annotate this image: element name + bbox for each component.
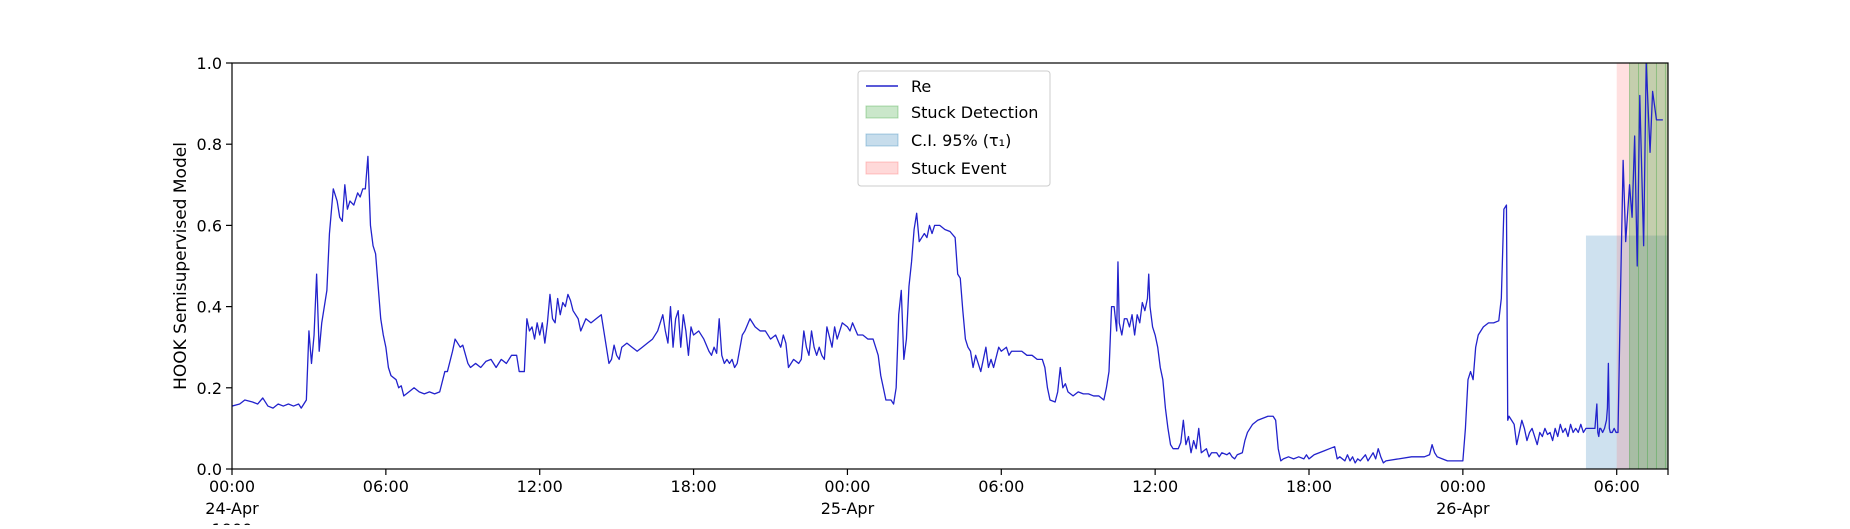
y-axis: 0.0 0.2 0.4 0.6 0.8 1.0 xyxy=(197,54,232,479)
legend-box xyxy=(857,70,1051,187)
series-layer xyxy=(232,63,1663,464)
x-tick-date-label: 26-Apr xyxy=(1436,499,1490,518)
x-tick-label: 06:00 xyxy=(1594,477,1640,496)
shaded-regions xyxy=(1585,63,1668,469)
y-tick-label: 0.2 xyxy=(197,379,222,398)
x-tick-year-label: 1900 xyxy=(212,520,253,525)
x-tick-date-label: 24-Apr xyxy=(205,499,259,518)
y-tick-label: 0.6 xyxy=(197,216,222,235)
x-tick-label: 12:00 xyxy=(1132,477,1178,496)
x-tick-label: 12:00 xyxy=(517,477,563,496)
x-tick-label: 00:00 xyxy=(824,477,870,496)
y-tick-label: 0.0 xyxy=(197,460,222,479)
legend: Re Stuck Detection C.I. 95% (τ₁) Stuck Even… xyxy=(857,70,1051,187)
y-tick-label: 0.8 xyxy=(197,135,222,154)
x-tick-label: 18:00 xyxy=(671,477,717,496)
legend-label: C.I. 95% (τ₁) xyxy=(911,131,1011,150)
y-tick-label: 0.4 xyxy=(197,298,222,317)
legend-label: Re xyxy=(911,77,931,96)
x-tick-label: 06:00 xyxy=(978,477,1024,496)
legend-patch-swatch xyxy=(865,133,899,147)
x-tick-label: 00:00 xyxy=(1440,477,1486,496)
legend-patch-swatch xyxy=(865,105,899,119)
x-axis: 00:00 24-Apr 1900 06:00 12:00 18:00 00:00 25-Ap… xyxy=(205,469,1669,529)
x-tick-label: 00:00 xyxy=(209,477,255,496)
x-tick-label: 18:00 xyxy=(1286,477,1332,496)
x-tick-label: 06:00 xyxy=(363,477,409,496)
series-line-0 xyxy=(232,63,1663,464)
x-tick-date-label: 25-Apr xyxy=(821,499,875,518)
y-tick-label: 1.0 xyxy=(197,54,222,73)
legend-patch-swatch xyxy=(865,161,899,175)
plot-frame xyxy=(231,62,1669,470)
y-axis-label: HOOK Semisupervised Model xyxy=(171,142,191,390)
legend-label: Stuck Detection xyxy=(911,103,1038,122)
stuck-event-region xyxy=(1616,63,1668,469)
legend-label: Stuck Event xyxy=(911,159,1007,178)
